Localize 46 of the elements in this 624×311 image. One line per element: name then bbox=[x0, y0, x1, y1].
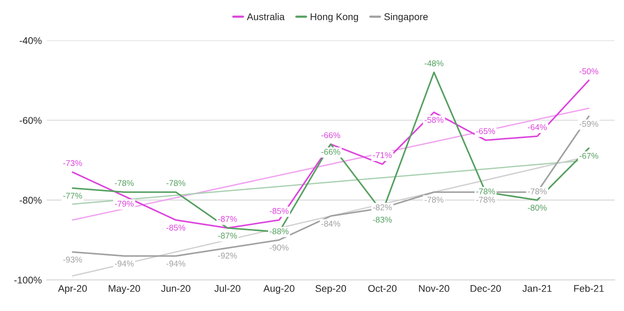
data-label: -93% bbox=[63, 256, 82, 263]
y-tick-label: -60% bbox=[20, 116, 42, 124]
data-label: -85% bbox=[166, 224, 186, 231]
x-tick-label: Oct-20 bbox=[368, 285, 397, 292]
data-label: -79% bbox=[114, 200, 134, 207]
x-tick-label: Dec-20 bbox=[470, 285, 501, 292]
data-label: -92% bbox=[218, 252, 237, 259]
data-label: -87% bbox=[218, 232, 237, 239]
data-label: -78% bbox=[476, 196, 496, 203]
x-tick-label: Jun-20 bbox=[161, 285, 190, 292]
x-tick-label: Aug-20 bbox=[263, 285, 294, 294]
y-tick-label: -80% bbox=[20, 196, 42, 204]
legend-label: Singapore bbox=[384, 13, 428, 22]
data-label: -94% bbox=[166, 260, 186, 267]
data-label: -80% bbox=[528, 204, 547, 211]
legend-label: Hong Kong bbox=[310, 13, 358, 22]
data-label: -83% bbox=[372, 216, 392, 223]
data-label: -94% bbox=[114, 260, 134, 267]
x-tick-label: Apr-20 bbox=[58, 285, 87, 294]
data-label: -66% bbox=[321, 132, 340, 138]
data-label: -48% bbox=[424, 60, 444, 66]
data-label: -84% bbox=[321, 220, 340, 227]
data-label: -50% bbox=[579, 68, 598, 74]
data-label: -73% bbox=[63, 160, 82, 166]
x-tick-label: Feb-21 bbox=[574, 284, 604, 292]
data-label: -87% bbox=[218, 216, 237, 222]
y-tick-label: -40% bbox=[20, 37, 42, 44]
data-label: -77% bbox=[63, 192, 82, 199]
data-label: -90% bbox=[270, 244, 289, 251]
x-tick-label: Jan-21 bbox=[522, 285, 552, 292]
x-tick-label: May-20 bbox=[108, 285, 140, 294]
legend-label: Australia bbox=[246, 13, 285, 20]
data-label: -78% bbox=[114, 180, 134, 186]
data-label: -64% bbox=[528, 124, 547, 130]
data-label: -71% bbox=[372, 152, 392, 158]
data-label: -66% bbox=[321, 148, 340, 155]
data-label: -65% bbox=[476, 128, 496, 134]
x-tick-label: Sep-20 bbox=[315, 285, 346, 294]
data-label: -78% bbox=[424, 196, 444, 203]
data-label: -85% bbox=[270, 208, 289, 214]
data-label: -58% bbox=[424, 116, 444, 123]
y-tick-label: -100% bbox=[14, 276, 42, 284]
data-label: -59% bbox=[579, 120, 598, 127]
x-tick-label: Nov-20 bbox=[419, 285, 450, 292]
data-label: -78% bbox=[166, 180, 186, 186]
x-tick-label: Jul-20 bbox=[214, 284, 240, 292]
